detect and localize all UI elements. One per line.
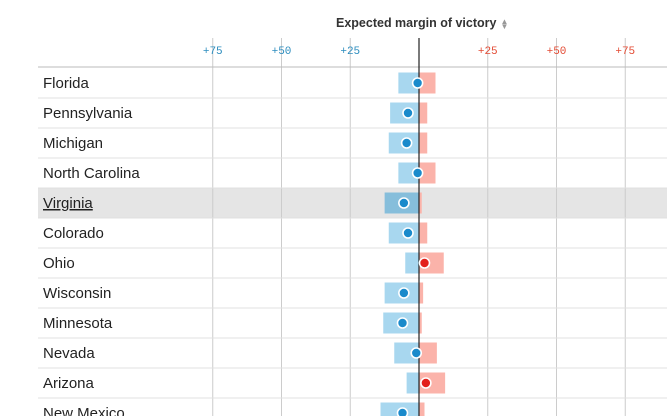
rep-range-bar — [419, 402, 425, 416]
expected-margin-dot — [420, 377, 432, 389]
state-label[interactable]: Colorado — [43, 225, 104, 242]
state-row[interactable] — [38, 398, 667, 416]
state-label[interactable]: Pennsylvania — [43, 105, 133, 122]
expected-margin-dot — [402, 227, 414, 239]
rep-range-bar — [419, 102, 428, 124]
expected-margin-dot — [411, 77, 424, 89]
expected-margin-dot — [418, 257, 431, 269]
state-label[interactable]: Florida — [43, 75, 90, 92]
x-tick-label: +50 — [547, 46, 567, 58]
state-row[interactable] — [38, 158, 667, 188]
state-row[interactable] — [38, 68, 667, 98]
x-tick-label: +75 — [203, 46, 223, 58]
dem-range-bar — [394, 342, 419, 364]
state-label[interactable]: Wisconsin — [43, 285, 111, 302]
state-row[interactable] — [38, 338, 667, 368]
expected-margin-dot — [398, 197, 410, 209]
dem-range-bar — [398, 162, 419, 184]
state-row[interactable] — [38, 248, 667, 278]
rep-range-bar — [419, 222, 428, 244]
x-tick-label: +25 — [478, 46, 498, 58]
rep-range-bar — [419, 72, 436, 94]
sort-by-margin-header[interactable]: Expected margin of victory ▲ ▼ — [336, 16, 508, 30]
state-row[interactable] — [38, 278, 667, 308]
dem-range-bar — [406, 372, 419, 394]
state-row[interactable] — [38, 98, 667, 128]
x-tick-label: +25 — [340, 46, 360, 58]
rep-range-bar — [419, 132, 428, 154]
expected-margin-dot — [410, 347, 423, 359]
rep-range-bar — [419, 162, 436, 184]
x-tick-label: +75 — [615, 46, 635, 58]
rep-range-bar — [419, 312, 422, 334]
state-row[interactable] — [38, 368, 667, 398]
header-title-text: Expected margin of victory — [336, 16, 497, 30]
state-row[interactable] — [38, 188, 667, 218]
expected-margin-dot — [400, 137, 413, 149]
state-row[interactable] — [38, 128, 667, 158]
expected-margin-dot — [396, 407, 409, 416]
expected-margin-dot — [398, 287, 410, 299]
highlighted-row-background — [38, 188, 667, 218]
rep-range-bar — [419, 282, 424, 304]
sort-updown-icon[interactable]: ▲ ▼ — [500, 16, 509, 31]
dem-range-bar — [398, 72, 419, 94]
rep-range-bar — [419, 192, 422, 214]
state-label[interactable]: North Carolina — [43, 165, 140, 182]
expected-margin-dot — [411, 167, 424, 179]
state-label[interactable]: Ohio — [43, 255, 75, 272]
state-label[interactable]: Michigan — [43, 135, 103, 152]
rep-range-bar — [419, 342, 437, 364]
state-label[interactable]: Arizona — [43, 375, 95, 392]
expected-margin-dot — [396, 317, 409, 329]
state-row[interactable] — [38, 218, 667, 248]
dem-range-bar — [405, 252, 419, 274]
state-label[interactable]: Minnesota — [43, 315, 113, 332]
state-label[interactable]: Virginia — [43, 195, 93, 212]
x-tick-label: +50 — [272, 46, 292, 58]
state-row[interactable] — [38, 308, 667, 338]
state-label[interactable]: New Mexico — [43, 405, 125, 416]
state-label[interactable]: Nevada — [43, 345, 95, 362]
expected-margin-dot — [402, 107, 414, 119]
